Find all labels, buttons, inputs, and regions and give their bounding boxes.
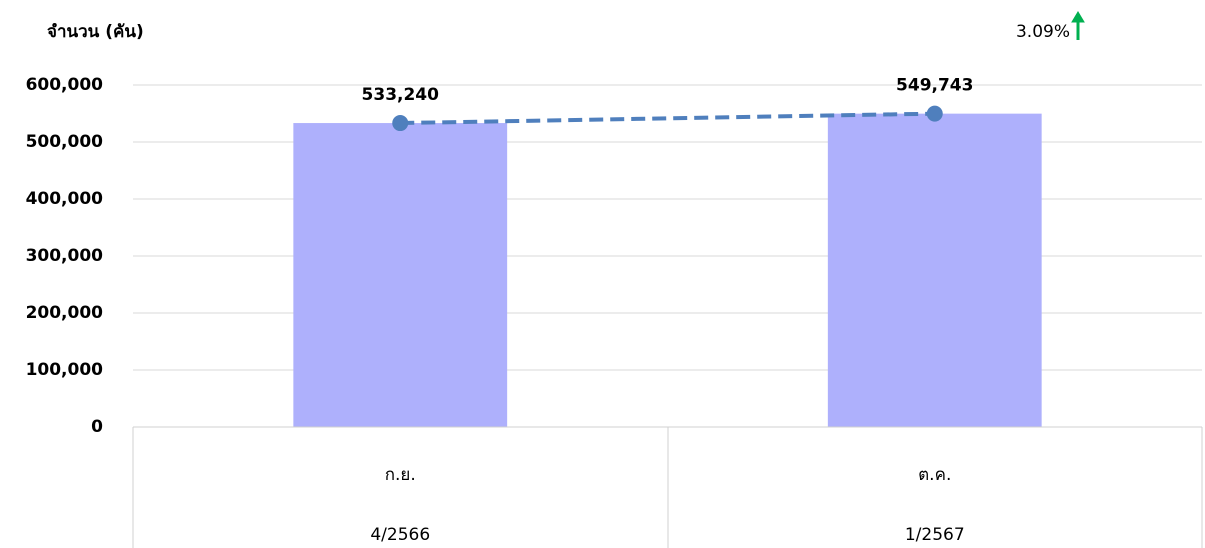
up-arrow xyxy=(1071,11,1085,40)
y-tick-label: 500,000 xyxy=(26,132,104,152)
x-tick-label: ก.ย. xyxy=(385,465,416,485)
y-tick-label: 400,000 xyxy=(26,189,104,209)
y-tick-label: 600,000 xyxy=(26,75,104,95)
x-group-label: 4/2566 xyxy=(370,525,430,545)
bar xyxy=(827,113,1042,428)
annotation: 3.09% xyxy=(1016,22,1070,42)
point xyxy=(392,115,409,132)
y-tick-label: 100,000 xyxy=(26,360,104,380)
bar xyxy=(293,123,508,428)
y-tick-label: 300,000 xyxy=(26,246,104,266)
data-label: 533,240 xyxy=(362,85,440,105)
data-label: 549,743 xyxy=(896,76,973,96)
x-group-label: 1/2567 xyxy=(905,525,965,545)
y-axis-title: จำนวน (คัน) xyxy=(47,22,144,42)
trend-line xyxy=(400,111,935,126)
y-tick-label: 200,000 xyxy=(26,303,104,323)
point xyxy=(926,105,943,122)
x-tick-label: ต.ค. xyxy=(918,465,951,485)
y-tick-label: 0 xyxy=(91,417,103,437)
